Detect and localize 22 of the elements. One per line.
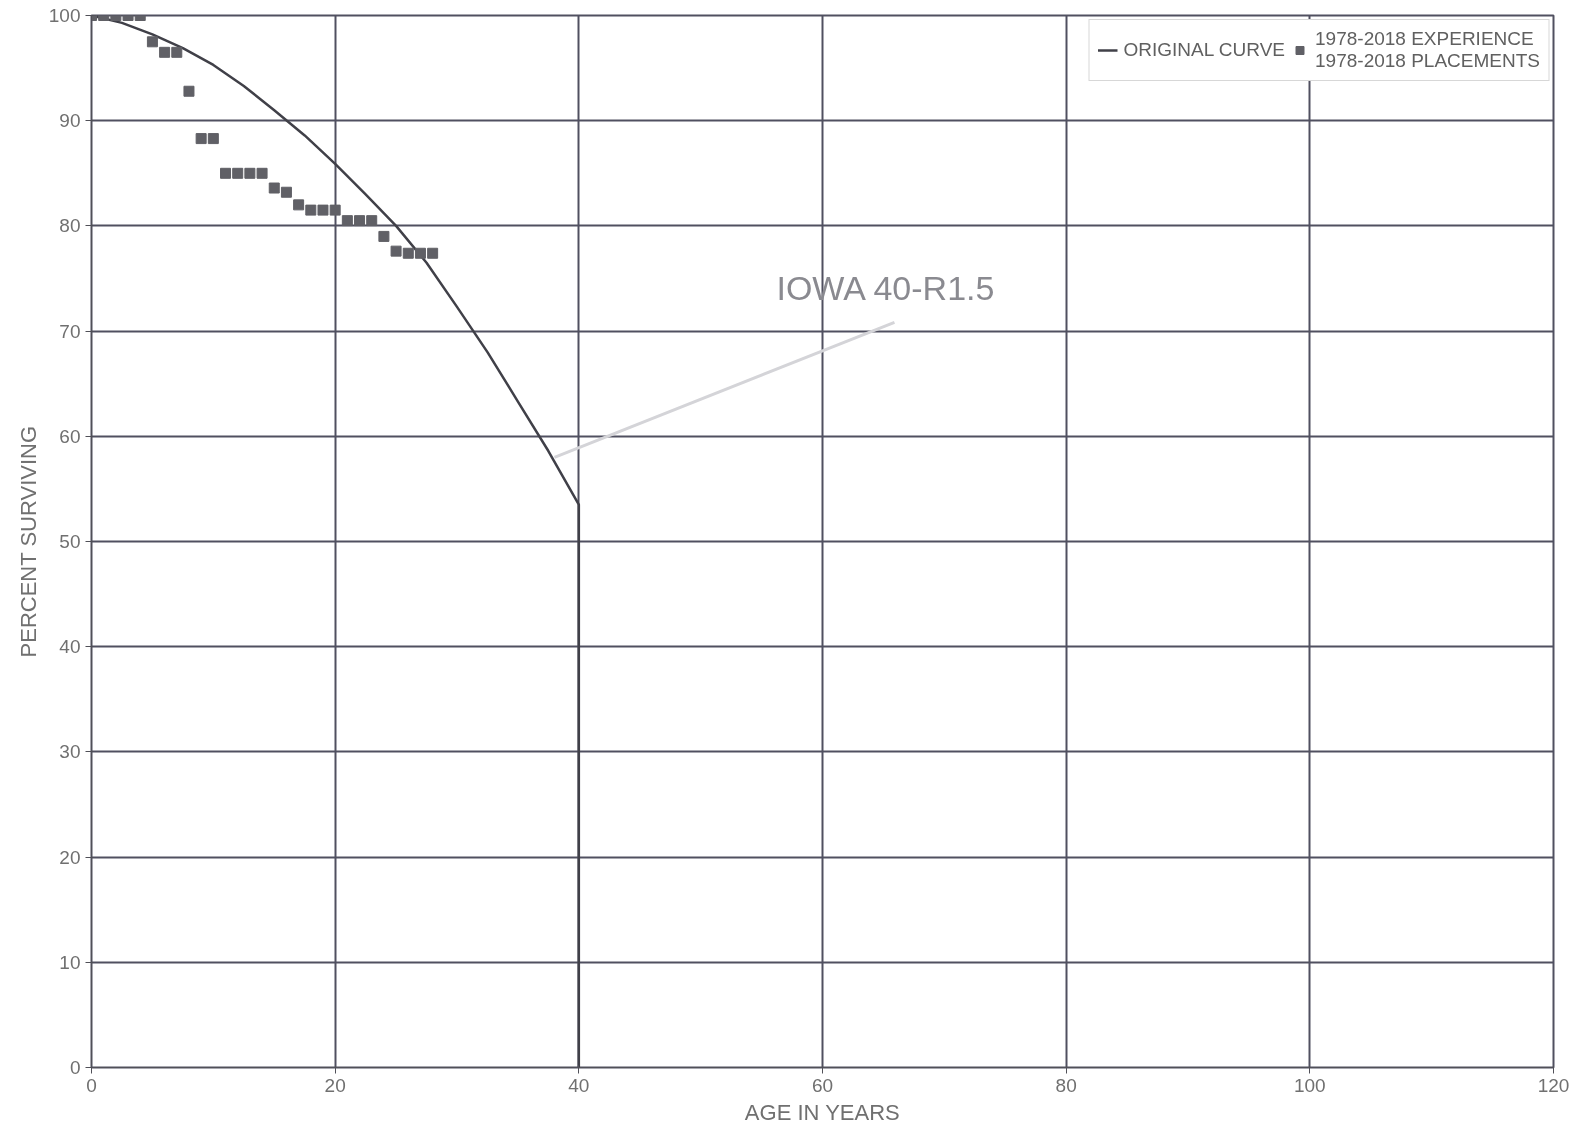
x-tick-label: 60 xyxy=(811,1074,834,1096)
x-tick-label: 40 xyxy=(568,1074,590,1096)
y-tick-label: 70 xyxy=(59,320,81,342)
y-tick-label: 100 xyxy=(48,5,81,26)
y-tick-label: 60 xyxy=(59,425,81,447)
y-tick-label: 90 xyxy=(59,110,81,132)
y-tick-label: 50 xyxy=(59,531,81,552)
y-tick-label: 20 xyxy=(59,846,81,868)
x-tick-label: 0 xyxy=(86,1074,97,1096)
y-axis-title: PERCENT SURVIVING xyxy=(15,425,41,658)
legend-label: ORIGINAL CURVE xyxy=(1123,39,1286,61)
x-tick-label: 120 xyxy=(1537,1074,1570,1096)
y-tick-label: 10 xyxy=(59,951,81,973)
x-axis-title: AGE IN YEARS xyxy=(744,1099,900,1125)
y-tick-label: 80 xyxy=(59,215,81,237)
y-tick-label: 30 xyxy=(59,741,81,763)
y-tick-label: 0 xyxy=(69,1057,81,1078)
y-tick-label: 40 xyxy=(59,636,81,658)
legend-label: 1978-2018 EXPERIENCE 1978-2018 PLACEMENTS xyxy=(1315,28,1540,72)
x-tick-label: 20 xyxy=(324,1074,346,1096)
x-tick-label: 80 xyxy=(1055,1074,1077,1096)
x-tick-label: 100 xyxy=(1293,1074,1326,1096)
